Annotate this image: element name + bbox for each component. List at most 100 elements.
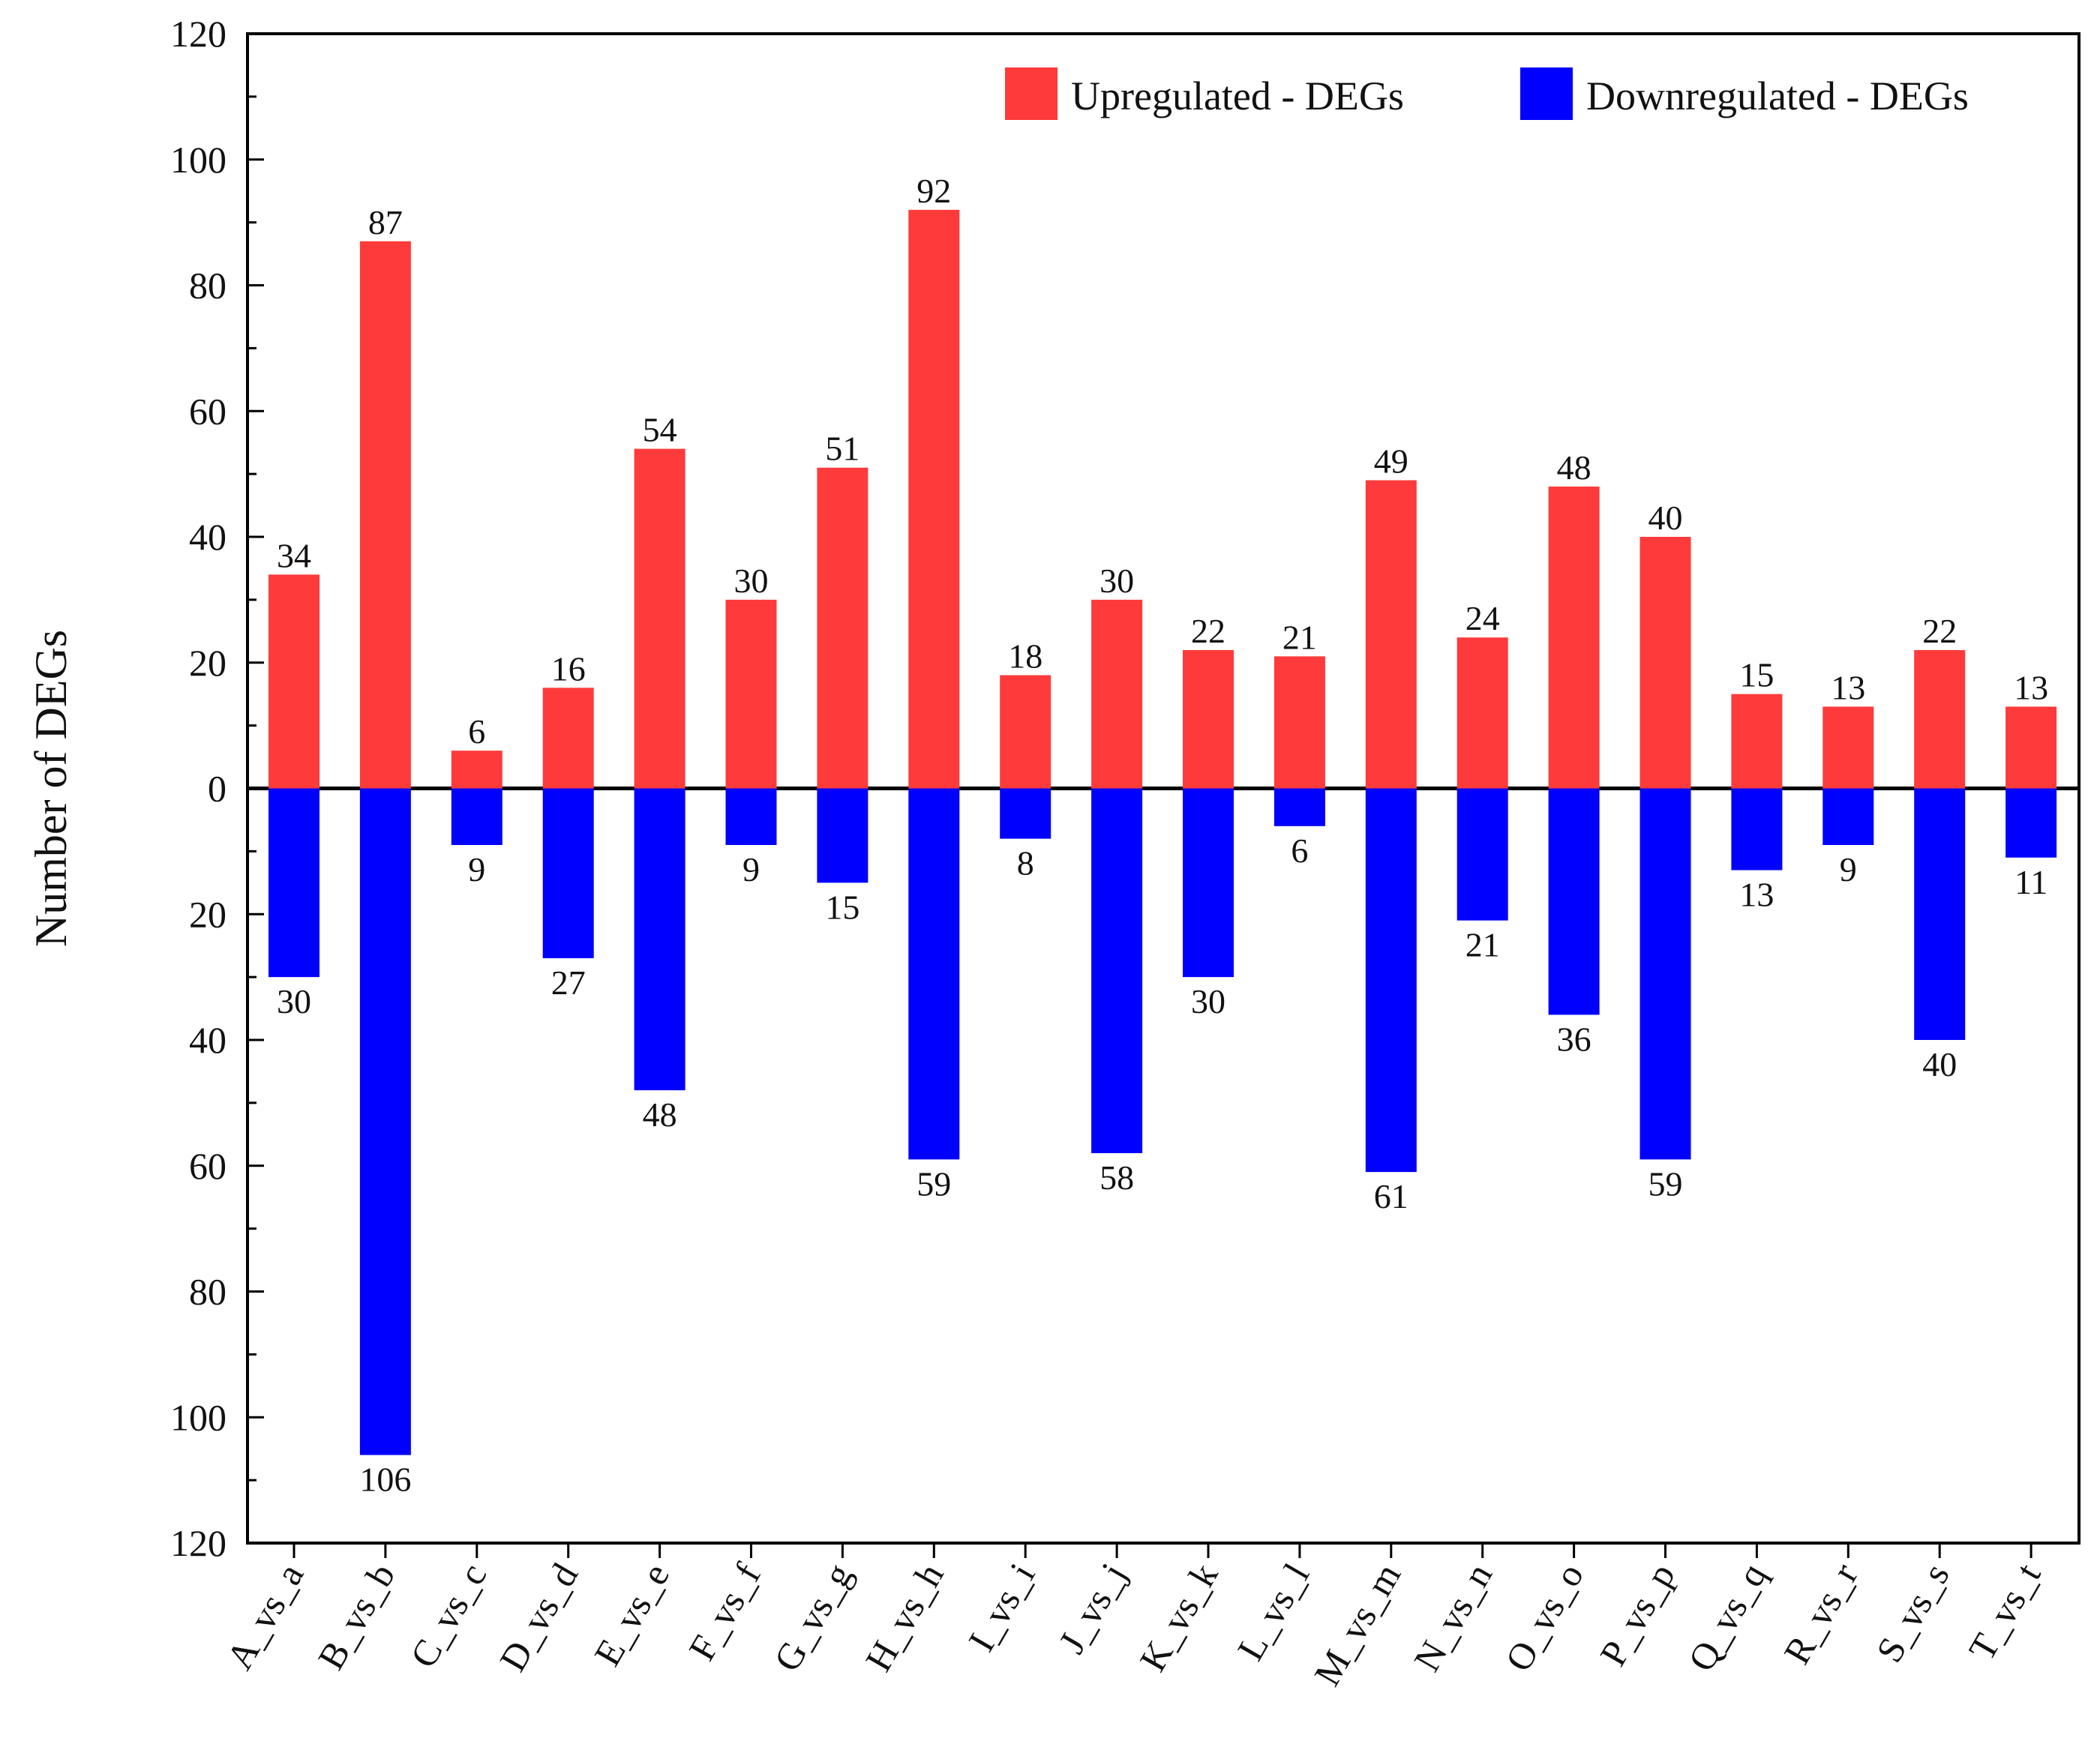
y-tick-label: 120	[170, 13, 226, 55]
up-value-label: 24	[1466, 599, 1500, 637]
axes-layer: 120 100 80 60 40 20 0 20 40 60 80 100 120 Number of D…	[26, 13, 2080, 1564]
bar-up-Q_vs_q	[1731, 694, 1783, 789]
down-value-label: 58	[1100, 1158, 1134, 1197]
up-value-label: 51	[825, 430, 860, 468]
bar-up-T_vs_t	[2006, 706, 2057, 789]
down-value-label: 8	[1017, 844, 1034, 882]
bar-up-M_vs_m	[1365, 480, 1417, 789]
bar-up-E_vs_e	[634, 448, 686, 789]
y-tick-label: 40	[189, 516, 226, 558]
bar-up-B_vs_b	[359, 241, 411, 789]
legend-label-down: Downregulated - DEGs	[1586, 73, 1969, 118]
bar-up-O_vs_o	[1548, 486, 1600, 789]
y-axis-title: Number of DEGs	[26, 630, 76, 947]
x-category-label: P_vs_p	[1592, 1557, 1683, 1674]
x-category-label: F_vs_f	[680, 1556, 769, 1668]
legend-swatch-up	[1005, 67, 1058, 120]
x-category-label: R_vs_r	[1775, 1556, 1866, 1671]
up-value-label: 15	[1739, 656, 1774, 694]
y-tick-label: 40	[189, 1019, 226, 1061]
legend-swatch-down	[1520, 67, 1573, 120]
bar-up-I_vs_i	[1000, 675, 1052, 789]
bar-up-N_vs_n	[1456, 637, 1508, 789]
x-category-label: M_vs_m	[1306, 1556, 1408, 1692]
bar-down-C_vs_c	[451, 788, 502, 845]
down-value-label: 27	[551, 963, 586, 1002]
down-value-label: 9	[468, 850, 485, 888]
x-category-label: S_vs_s	[1868, 1557, 1957, 1670]
up-value-label: 22	[1191, 612, 1226, 650]
bar-down-N_vs_n	[1456, 788, 1508, 921]
x-category-label: D_vs_d	[491, 1557, 586, 1679]
bar-down-I_vs_i	[1000, 788, 1052, 839]
up-value-label: 92	[916, 172, 951, 210]
bar-up-G_vs_g	[817, 467, 868, 789]
down-value-label: 59	[916, 1164, 951, 1203]
x-category-label: G_vs_g	[766, 1557, 860, 1679]
down-value-label: 15	[825, 888, 860, 926]
x-category-label: A_vs_a	[218, 1557, 312, 1677]
legend: Upregulated - DEGs Downregulated - DEGs	[1005, 67, 1969, 120]
bar-up-D_vs_d	[542, 688, 594, 789]
bar-down-Q_vs_q	[1731, 788, 1783, 871]
bar-up-C_vs_c	[451, 751, 502, 789]
down-value-label: 59	[1648, 1164, 1683, 1203]
up-value-label: 16	[551, 649, 586, 688]
down-value-label: 11	[2014, 863, 2048, 901]
x-category-label: O_vs_o	[1497, 1557, 1592, 1679]
bar-down-T_vs_t	[2006, 788, 2057, 858]
up-value-label: 30	[1100, 562, 1134, 600]
x-category-label: Q_vs_q	[1680, 1557, 1774, 1679]
x-category-label: I_vs_i	[960, 1557, 1043, 1659]
bar-down-H_vs_h	[908, 788, 960, 1160]
up-value-label: 22	[1922, 612, 1957, 650]
legend-label-up: Upregulated - DEGs	[1071, 73, 1404, 118]
y-tick-label: 20	[189, 642, 226, 684]
y-tick-label: 60	[189, 1145, 226, 1187]
bar-down-J_vs_j	[1091, 788, 1143, 1153]
x-category-label: L_vs_l	[1228, 1557, 1317, 1668]
up-value-label: 30	[734, 562, 769, 600]
up-value-label: 34	[277, 536, 311, 574]
down-value-label: 6	[1291, 832, 1308, 870]
down-value-label: 9	[742, 850, 760, 888]
down-value-label: 48	[643, 1095, 677, 1134]
bar-down-G_vs_g	[817, 788, 868, 883]
x-category-label: H_vs_h	[857, 1557, 952, 1679]
y-tick-label: 80	[189, 265, 226, 307]
bar-down-M_vs_m	[1365, 788, 1417, 1173]
x-category-label: N_vs_n	[1406, 1557, 1500, 1679]
bar-up-L_vs_l	[1274, 656, 1325, 789]
up-value-label: 49	[1374, 442, 1408, 481]
bar-down-R_vs_r	[1822, 788, 1874, 845]
y-tick-label: 100	[170, 139, 226, 181]
y-tick-label: 20	[189, 893, 226, 935]
bar-down-B_vs_b	[359, 788, 411, 1455]
bar-up-J_vs_j	[1091, 599, 1143, 789]
x-category-label: J_vs_j	[1050, 1557, 1134, 1661]
up-value-label: 40	[1648, 499, 1683, 537]
up-value-label: 21	[1282, 618, 1317, 656]
down-value-label: 30	[1191, 982, 1226, 1020]
down-value-label: 40	[1922, 1045, 1957, 1083]
bar-down-O_vs_o	[1548, 788, 1600, 1015]
bar-down-A_vs_a	[268, 788, 320, 978]
bar-down-P_vs_p	[1640, 788, 1691, 1160]
x-category-label: B_vs_b	[310, 1557, 404, 1677]
bar-up-P_vs_p	[1640, 537, 1691, 789]
bar-down-E_vs_e	[634, 788, 686, 1091]
bar-up-S_vs_s	[1914, 649, 1966, 789]
up-value-label: 18	[1008, 637, 1042, 676]
bar-up-H_vs_h	[908, 209, 960, 789]
x-category-label: K_vs_k	[1131, 1557, 1226, 1679]
bar-down-S_vs_s	[1914, 788, 1966, 1040]
bar-up-A_vs_a	[268, 574, 320, 789]
y-tick-label: 0	[208, 768, 226, 810]
up-value-label: 87	[368, 203, 403, 241]
y-tick-label: 60	[189, 390, 226, 432]
bar-up-F_vs_f	[725, 599, 777, 789]
y-tick-label: 100	[170, 1396, 226, 1438]
bar-down-K_vs_k	[1183, 788, 1234, 978]
